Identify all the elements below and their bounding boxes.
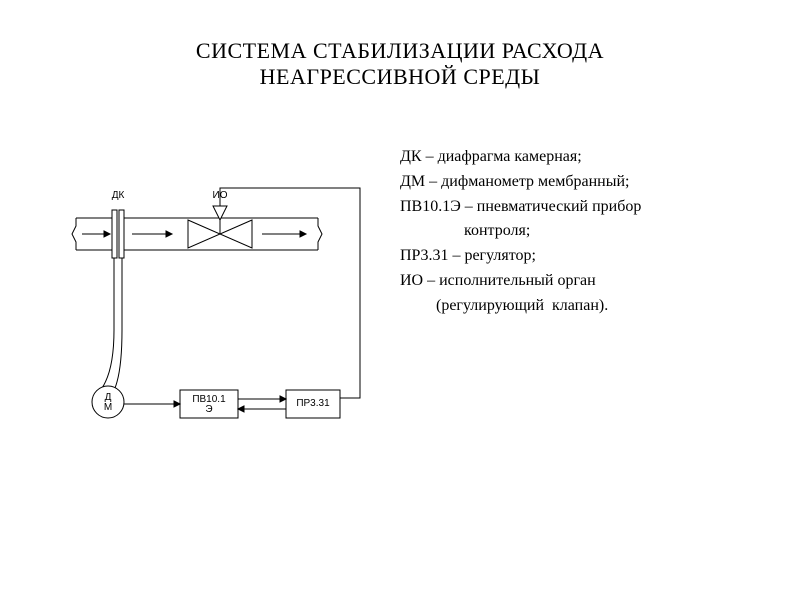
title-line1: СИСТЕМА СТАБИЛИЗАЦИИ РАСХОДА [196, 38, 604, 63]
pv-label-2: Э [205, 404, 212, 415]
valve [188, 206, 252, 248]
pv-node: ПВ10.1 Э [180, 390, 238, 418]
edge-pr-io [220, 188, 360, 398]
legend-item-dk: ДК – диафрагма камерная; [400, 145, 770, 170]
title-line2: НЕАГРЕССИВНОЙ СРЕДЫ [0, 64, 800, 90]
sensing-lines [102, 258, 122, 388]
page-title: СИСТЕМА СТАБИЛИЗАЦИИ РАСХОДА НЕАГРЕССИВН… [0, 38, 800, 90]
edge-pv-pr [238, 396, 286, 412]
pr-label: ПР3.31 [296, 398, 330, 409]
pr-node: ПР3.31 [286, 390, 340, 418]
legend-item-io1: ИО – исполнительный орган [400, 269, 770, 294]
legend-item-dm: ДМ – дифманометр мембранный; [400, 170, 770, 195]
legend-item-pv1: ПВ10.1Э – пневматический прибор [400, 195, 770, 220]
schematic-diagram: ДК ИО [70, 180, 380, 490]
dk-label: ДК [112, 190, 125, 201]
edge-dm-pv [124, 401, 180, 407]
dm-node: Д М [92, 386, 124, 418]
dm-label-2: М [104, 402, 112, 413]
legend-item-pv2: контроля; [400, 219, 770, 244]
page: СИСТЕМА СТАБИЛИЗАЦИИ РАСХОДА НЕАГРЕССИВН… [0, 0, 800, 600]
legend-item-io2: (регулирующий клапан). [400, 294, 770, 319]
legend-item-pr: ПР3.31 – регулятор; [400, 244, 770, 269]
legend: ДК – диафрагма камерная; ДМ – дифманомет… [400, 145, 770, 319]
